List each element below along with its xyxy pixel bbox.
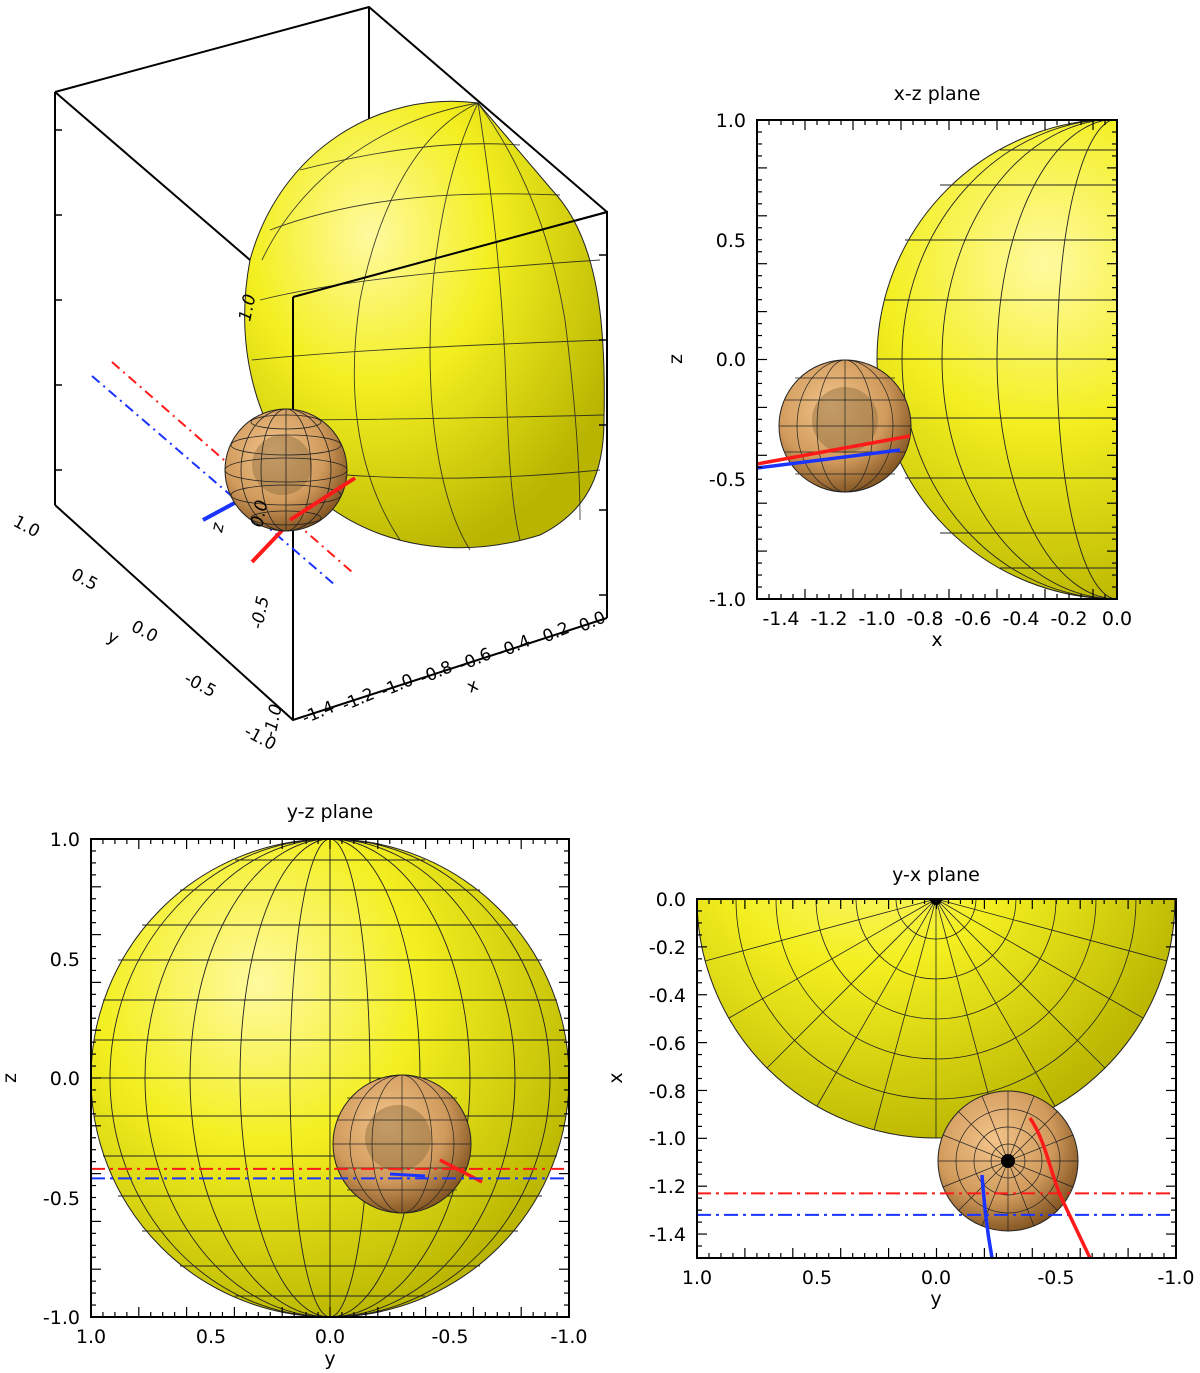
tick-label: -1.2 [810,608,847,630]
tick-label: -0.2 [1050,608,1087,630]
tick-label: 0.5 [68,565,101,595]
accretor [332,1074,472,1214]
tick-label: -1.2 [649,1176,686,1198]
panel-xz: x-z plane [665,83,1132,651]
donor-grid [697,899,1168,1138]
3d-y-ticks: 1.0 0.5 0.0 -0.5 -1.0 y [10,512,280,755]
x-tick-labels: 1.0 0.5 0.0 -0.5 -1.0 [76,1326,588,1348]
3d-accretor [224,408,357,532]
tick-label: 0.5 [50,949,80,971]
tick-label: -0.5 [43,1188,80,1210]
tick-label: -0.6 [456,644,494,675]
tick-label: 1.0 [682,1267,712,1289]
panel-title: y-x plane [892,864,980,886]
tick-label: 0.0 [315,1326,345,1348]
tick-label: -1.0 [260,702,286,739]
x-tick-labels: 1.0 0.5 0.0 -0.5 -1.0 [682,1267,1195,1289]
tick-label: -1.0 [858,608,895,630]
tick-marks [756,119,1118,600]
3d-tick-marks [55,129,607,596]
panel-yx: y-x plane [605,864,1195,1310]
tick-label: 0.5 [802,1267,832,1289]
tick-label: 0.0 [656,889,686,911]
tick-label: -1.0 [378,670,416,701]
tick-label: -0.4 [495,631,533,662]
accretor [778,359,912,493]
tick-label: 1.0 [76,1326,106,1348]
panel-title: y-z plane [287,801,374,823]
tick-label: -0.5 [247,594,273,631]
tick-label: -0.4 [1002,608,1039,630]
axis-label-y: y [104,627,122,649]
y-tick-labels: 0.0 -0.2 -0.4 -0.6 -0.8 -1.0 -1.2 -1.4 [649,889,686,1246]
tick-label: -0.6 [954,608,991,630]
tick-label: 0.5 [716,230,746,252]
tick-label: -0.2 [534,618,572,649]
tick-label: -0.2 [649,937,686,959]
x-tick-labels: -1.4 -1.2 -1.0 -0.8 -0.6 -0.4 -0.2 0.0 [762,608,1132,630]
tick-label: -1.0 [43,1307,80,1329]
tick-label: 0.0 [716,349,746,371]
ray-red-curve [1028,1117,1092,1258]
ray-blue-curve [980,1174,994,1258]
tick-label: -1.0 [709,589,746,611]
tick-label: -1.2 [339,684,377,715]
tick-label: -1.0 [1157,1267,1194,1289]
axis-label-z: z [207,520,229,535]
tick-label: -0.8 [906,608,943,630]
tick-label: -0.8 [649,1081,686,1103]
tick-label: 0.5 [196,1326,226,1348]
tick-label: 1.0 [10,512,43,542]
tick-label: 0.0 [921,1267,951,1289]
tick-label: -0.5 [181,669,220,702]
tick-label: 1.0 [50,829,80,851]
tick-label: -1.4 [299,697,337,728]
axis-label-y: x [605,1072,627,1083]
tick-label: -1.0 [649,1128,686,1150]
tick-label: -1.4 [762,608,799,630]
ray-red [757,434,911,466]
ray-blue-short [389,1172,426,1178]
axis-label-y: z [0,1073,21,1083]
axis-label-x: x [931,629,942,651]
donor-grid [877,120,1117,599]
tick-label: -1.4 [649,1224,686,1246]
panel-title: x-z plane [894,83,981,105]
y-tick-labels: 1.0 0.5 0.0 -0.5 -1.0 [43,829,80,1329]
y-tick-labels: 1.0 0.5 0.0 -0.5 -1.0 [709,110,746,611]
tick-label: -0.8 [417,657,455,688]
accretor [937,1090,1079,1232]
tick-label: 0.0 [576,608,609,637]
tick-label: 0.0 [1102,608,1132,630]
tick-label: 0.0 [50,1068,80,1090]
tick-marks [90,838,570,1318]
tick-label: -0.6 [649,1033,686,1055]
axis-label-x: y [930,1288,941,1310]
ray-blue [757,448,901,470]
tick-label: -0.4 [649,985,686,1007]
tick-label: 1.0 [716,110,746,132]
tick-marks [696,898,1177,1259]
axis-label-x: x [464,675,481,697]
tick-label: 0.0 [128,617,161,647]
tick-label: -1.0 [550,1326,587,1348]
panel-yz: y-z plane [0,801,588,1370]
tick-label: -0.5 [1037,1267,1074,1289]
tick-label: -0.5 [709,469,746,491]
panel-3d: -1.4 -1.2 -1.0 -0.8 -0.6 -0.4 -0.2 0.0 x… [10,5,609,755]
axis-label-x: y [324,1348,335,1370]
tick-label: -0.5 [431,1326,468,1348]
axis-label-y: z [665,354,687,364]
